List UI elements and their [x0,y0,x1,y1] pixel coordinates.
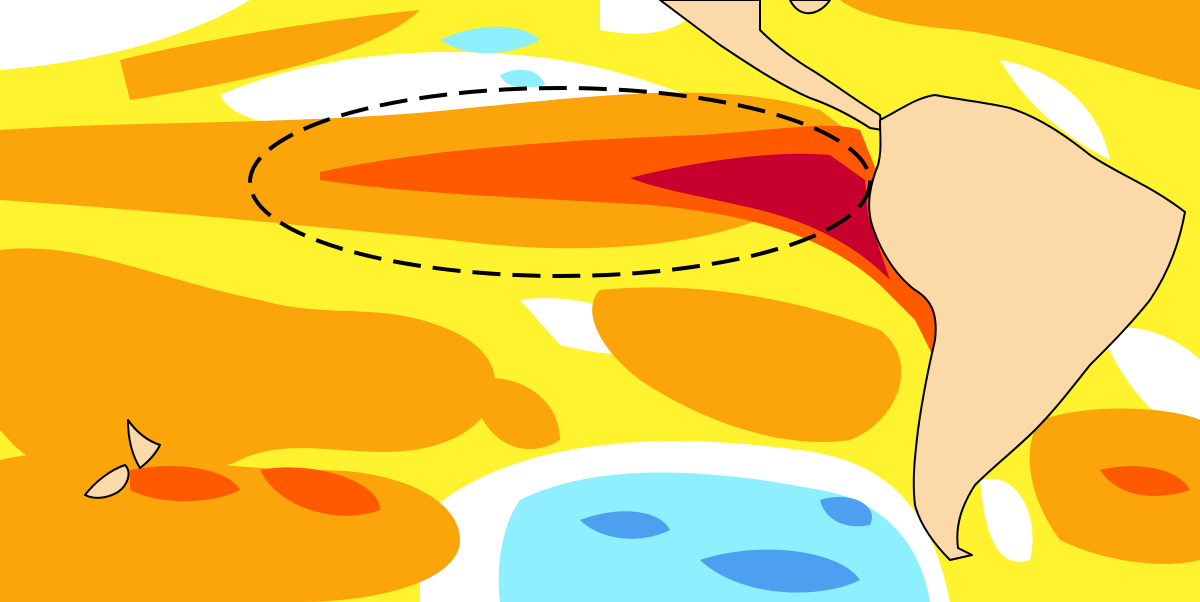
highlight-ellipse [248,86,872,278]
extreme-warm-anomaly [630,153,890,280]
landmasses [84,0,1186,561]
